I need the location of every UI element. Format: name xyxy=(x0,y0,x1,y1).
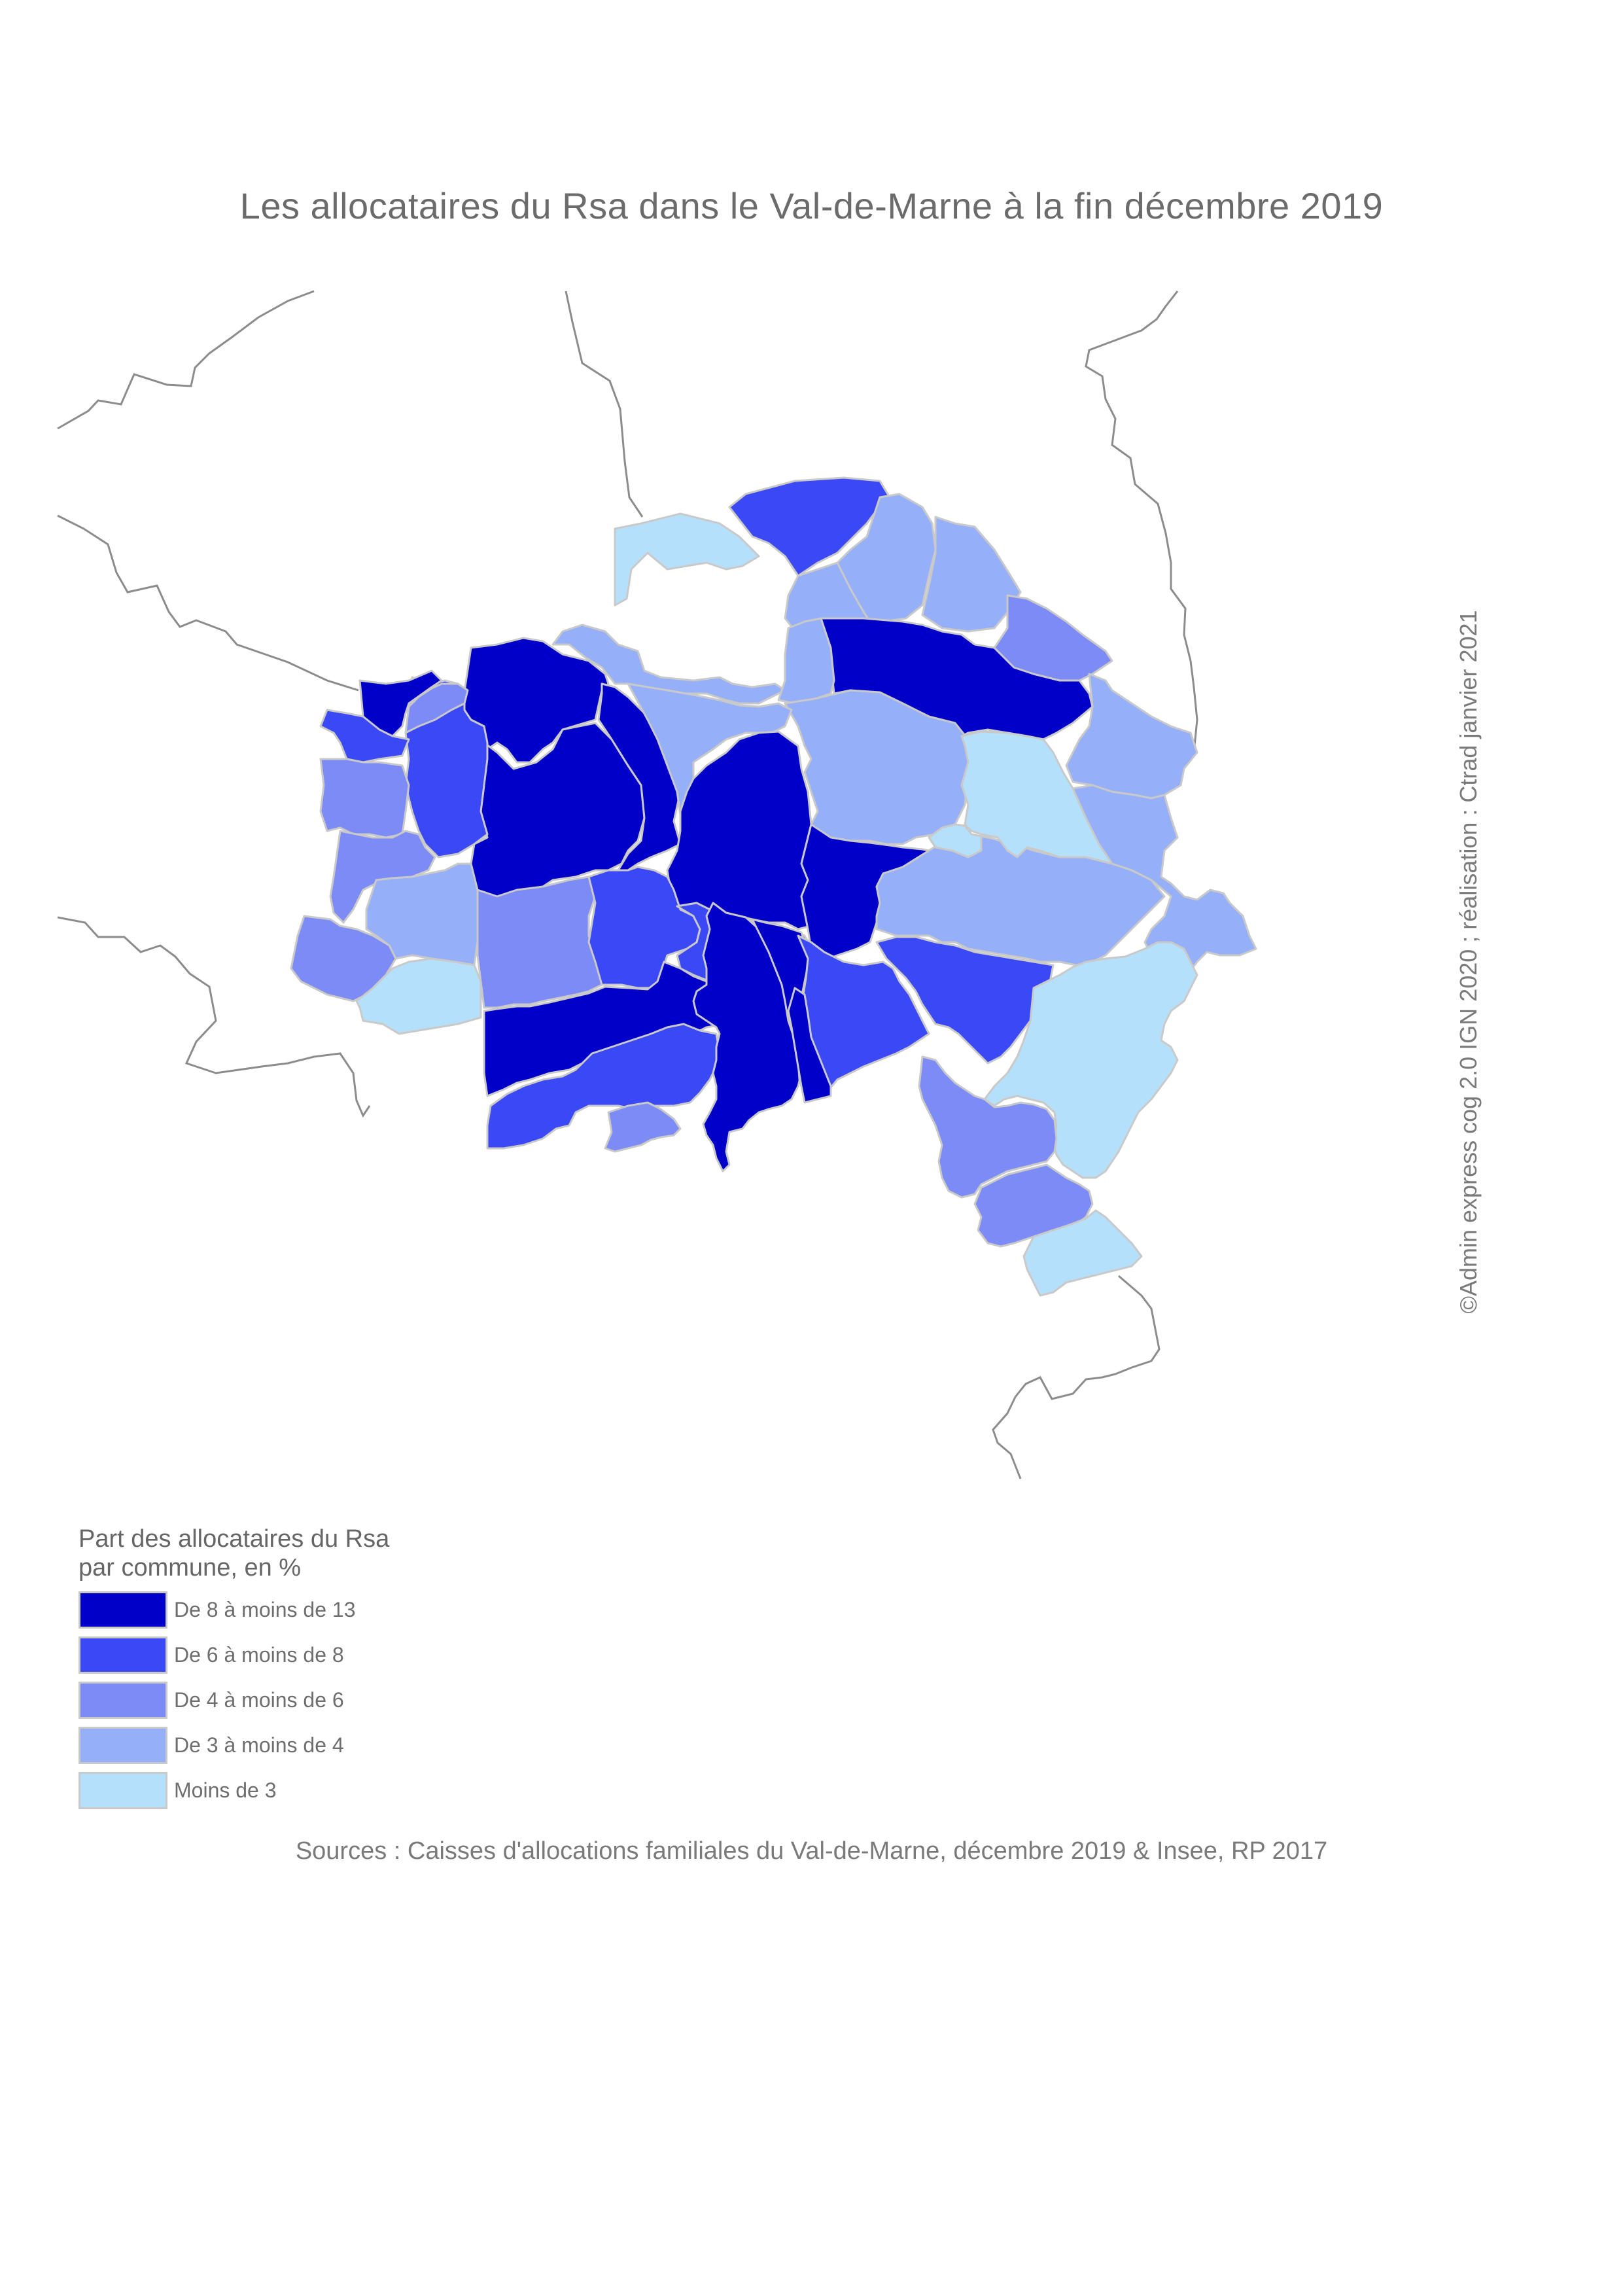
legend: Part des allocataires du Rsa par commune… xyxy=(79,1525,389,1813)
commune-26 xyxy=(319,758,410,839)
boundary-north-west xyxy=(57,290,315,430)
boundary-south-east xyxy=(992,1275,1161,1479)
boundary-north xyxy=(565,291,644,518)
communes xyxy=(290,476,1257,1297)
commune-9 xyxy=(551,624,786,705)
commune-40 xyxy=(875,936,1055,1065)
commune-15 xyxy=(627,682,793,816)
boundary-north-east xyxy=(1085,291,1198,753)
commune-24 xyxy=(404,682,469,734)
legend-title: Part des allocataires du Rsa par commune… xyxy=(79,1525,389,1582)
legend-swatch xyxy=(79,1727,167,1764)
commune-42 xyxy=(918,1055,1058,1199)
legend-label: Moins de 3 xyxy=(174,1778,277,1802)
commune-28 xyxy=(365,862,479,966)
legend-title-line2: par commune, en % xyxy=(79,1554,302,1581)
legend-swatch xyxy=(79,1591,167,1629)
legend-item: De 3 à moins de 4 xyxy=(79,1723,389,1768)
boundary-south-west xyxy=(57,916,371,1118)
commune-20 xyxy=(928,823,983,858)
commune-10 xyxy=(777,617,835,705)
legend-label: De 6 à moins de 8 xyxy=(174,1643,344,1667)
legend-swatch xyxy=(79,1636,167,1674)
legend-label: De 8 à moins de 13 xyxy=(174,1598,356,1621)
commune-2 xyxy=(728,476,891,577)
commune-21 xyxy=(1072,784,1257,976)
legend-swatch xyxy=(79,1772,167,1809)
legend-item: De 8 à moins de 13 xyxy=(79,1587,389,1633)
legend-item: De 4 à moins de 6 xyxy=(79,1678,389,1723)
legend-item: De 6 à moins de 8 xyxy=(79,1633,389,1678)
commune-45 xyxy=(787,987,832,1104)
commune-41 xyxy=(983,941,1198,1179)
map-title: Les allocataires du Rsa dans le Val-de-M… xyxy=(239,185,1384,226)
commune-36 xyxy=(604,1101,682,1153)
legend-swatch xyxy=(79,1682,167,1719)
legend-label: De 3 à moins de 4 xyxy=(174,1733,344,1757)
commune-30 xyxy=(355,957,482,1035)
boundary-west xyxy=(57,514,359,692)
commune-7 xyxy=(993,594,1113,682)
commune-35 xyxy=(486,1023,721,1150)
credit-text: ©Admin express cog 2.0 IGN 2020 ; réalis… xyxy=(1455,610,1482,1314)
legend-title-line1: Part des allocataires du Rsa xyxy=(79,1525,390,1553)
commune-19 xyxy=(960,730,1113,865)
commune-1 xyxy=(614,512,760,607)
commune-25 xyxy=(319,709,410,764)
legend-item: Moins de 3 xyxy=(79,1768,389,1813)
legend-label: De 4 à moins de 6 xyxy=(174,1688,344,1712)
commune-11 xyxy=(784,689,969,845)
commune-44 xyxy=(1022,1209,1143,1297)
commune-4 xyxy=(921,516,1022,633)
sources-text: Sources : Caisses d'allocations familial… xyxy=(295,1837,1328,1865)
commune-31 xyxy=(476,875,603,1009)
neighbouring-boundaries xyxy=(57,290,1198,1479)
